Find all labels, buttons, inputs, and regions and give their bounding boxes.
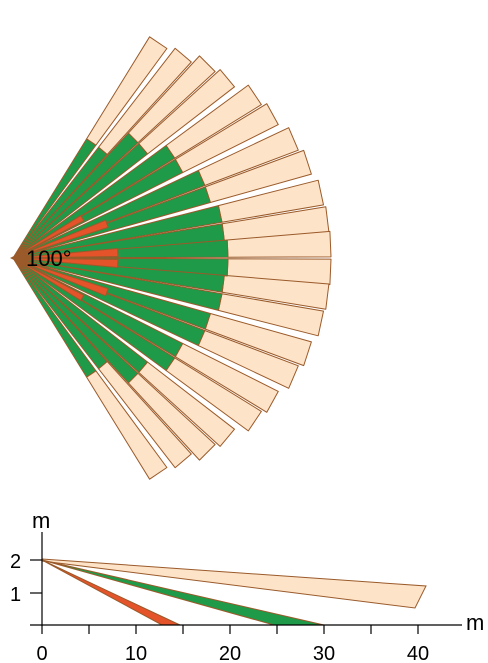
y-tick-label-1: 1 [10,584,21,606]
mid-zone-beam-7 [12,169,206,259]
detection-angle-label: 100° [26,246,72,271]
top-view-coverage-fan: 100° [10,36,332,480]
side-far-zone-beam [41,558,427,609]
mid-zone-beam-5 [12,145,176,259]
x-axis-unit-label: m [466,610,484,635]
x-tick-label-30: 30 [313,643,335,663]
side-view-range-profile: 1 2 m 0 10 20 30 40 m [10,508,484,663]
mid-zone-beam-20 [12,257,139,384]
mid-zone-beam-14 [12,257,223,311]
mid-zone-beam-4 [12,143,148,259]
mid-zone-beam-3 [12,132,139,259]
mid-zone-beam-9 [12,205,223,259]
near-zone-beam-6 [12,257,85,302]
mid-zone-beam-19 [12,257,148,373]
mid-zone-beam-16 [12,257,206,347]
near-zone-beam-5 [12,257,109,297]
near-zone-beam-4 [12,257,119,268]
x-tick-marks [41,625,419,634]
near-zone-beams [12,214,119,302]
x-tick-label-40: 40 [407,643,429,663]
near-zone-beam-3 [12,248,119,259]
x-tick-label-0: 0 [36,643,47,663]
mid-zone-beam-21 [12,257,108,370]
y-axis-unit-label: m [32,508,50,533]
mid-zone-beam-1 [12,138,97,259]
near-zone-beam-2 [12,219,109,259]
near-zone-beam-1 [12,214,85,259]
x-tick-label-10: 10 [125,643,147,663]
detector-origin-marker [10,252,34,264]
y-tick-label-2: 2 [10,551,21,573]
mid-zone-beam-18 [12,257,176,371]
mid-zone-beam-22 [12,257,97,378]
x-tick-label-20: 20 [219,643,241,663]
